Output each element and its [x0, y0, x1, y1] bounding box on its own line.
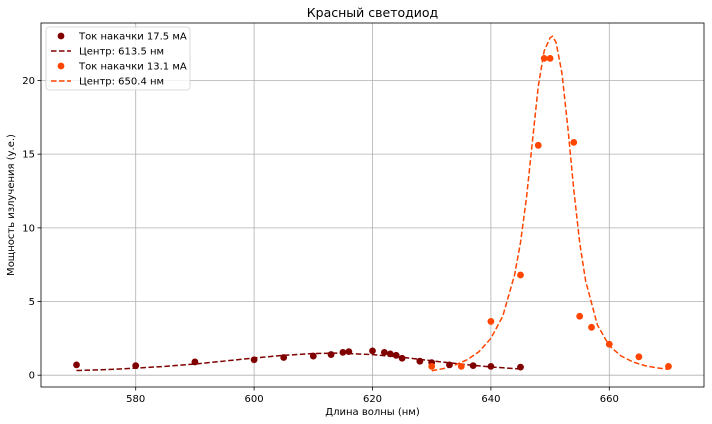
x-tick-label: 600	[245, 394, 264, 405]
data-point-series-2	[546, 54, 554, 62]
legend-label-3: Центр: 650.4 нм	[79, 77, 164, 88]
data-point-series-0	[327, 351, 335, 358]
y-tick-label: 0	[29, 371, 35, 382]
x-tick-label: 620	[363, 394, 382, 405]
chart-title: Красный светодиод	[307, 5, 438, 20]
legend-label-2: Ток накачки 13.1 мА	[78, 62, 187, 73]
data-point-series-2	[665, 362, 672, 370]
legend-label-1: Центр: 613.5 нм	[79, 47, 164, 58]
data-point-series-2	[428, 362, 436, 370]
data-point-series-0	[132, 362, 140, 370]
data-point-series-2	[605, 340, 613, 348]
data-point-series-2	[517, 271, 524, 279]
grid-lines	[41, 23, 704, 387]
data-point-series-0	[380, 348, 388, 356]
legend-marker-2	[57, 62, 65, 70]
x-axis-label: Длина волны (нм)	[325, 407, 420, 418]
data-point-series-0	[487, 362, 495, 370]
y-axis-label: Мощность излучения (у.е.)	[6, 134, 17, 276]
plot-area	[73, 35, 672, 372]
y-tick-label: 15	[22, 150, 35, 161]
data-point-series-2	[534, 141, 542, 149]
y-tick-label: 10	[22, 223, 35, 234]
data-point-series-0	[386, 350, 394, 358]
data-point-series-0	[309, 352, 317, 360]
data-point-series-0	[250, 356, 258, 364]
legend-marker-0	[57, 32, 65, 40]
y-tick-label: 20	[22, 76, 35, 87]
data-point-series-2	[570, 138, 578, 146]
legend-box	[45, 26, 191, 91]
x-axis-ticks: 580 600 620 640 660	[126, 387, 619, 405]
data-point-series-2	[457, 362, 465, 370]
data-point-series-2	[588, 323, 595, 331]
y-tick-label: 5	[29, 297, 35, 308]
data-point-series-0	[517, 363, 524, 371]
legend: Ток накачки 17.5 мА Центр: 613.5 нм Ток на…	[45, 26, 191, 91]
data-point-series-0	[280, 354, 288, 361]
x-tick-label: 640	[481, 394, 500, 405]
data-point-series-0	[416, 357, 424, 365]
legend-label-0: Ток накачки 17.5 мА	[78, 32, 187, 43]
data-point-series-0	[369, 347, 376, 355]
y-axis-ticks: 0 5 10 15 20	[22, 76, 41, 382]
data-point-series-0	[398, 354, 406, 362]
data-point-series-0	[191, 358, 199, 366]
data-point-series-2	[635, 353, 643, 361]
series-line-3	[431, 35, 669, 372]
data-point-series-0	[392, 351, 400, 359]
data-point-series-0	[469, 362, 477, 370]
data-point-series-0	[73, 361, 80, 369]
data-point-series-0	[339, 348, 347, 356]
data-point-series-2	[576, 312, 584, 320]
data-point-series-2	[487, 318, 495, 325]
data-point-series-0	[345, 348, 353, 356]
x-tick-label: 580	[126, 394, 145, 405]
data-point-series-0	[446, 361, 453, 369]
x-tick-label: 660	[600, 394, 619, 405]
data-point-series-2	[540, 54, 548, 62]
